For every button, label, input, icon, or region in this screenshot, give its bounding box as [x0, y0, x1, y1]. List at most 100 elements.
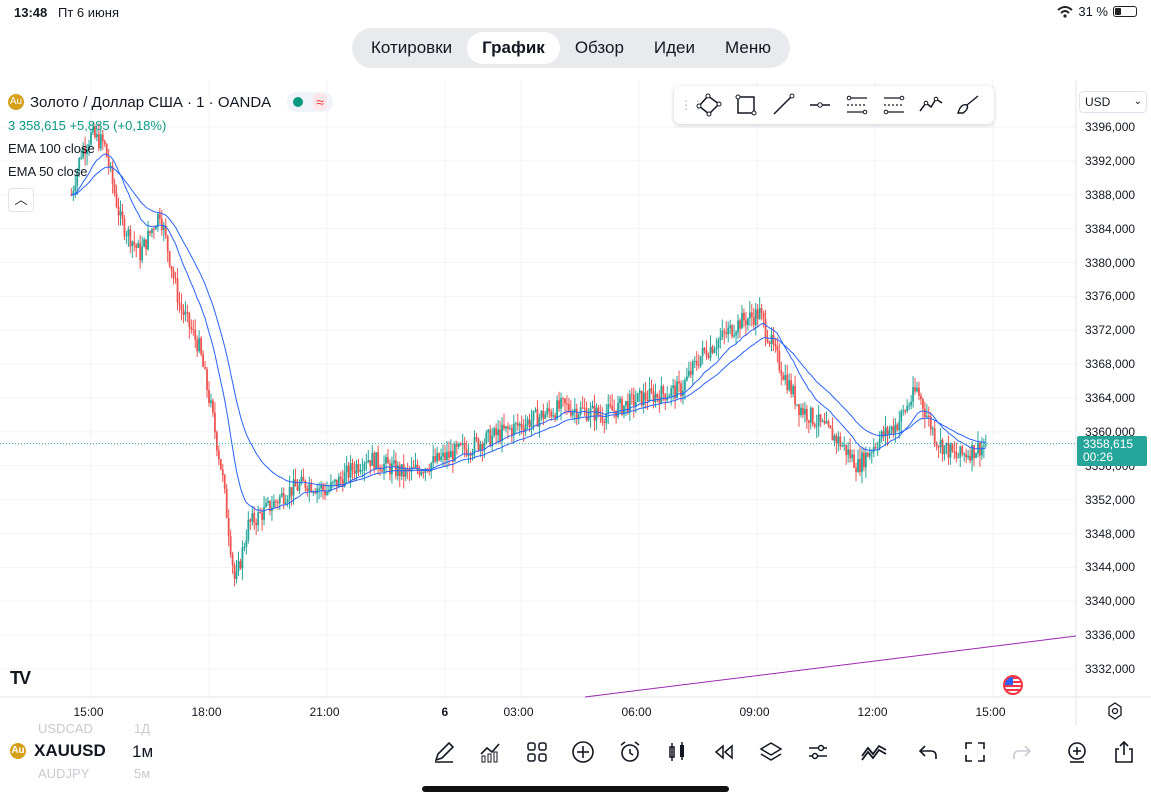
- candle-body: [192, 329, 195, 331]
- pattern-tool-icon[interactable]: [912, 89, 949, 121]
- undo-button[interactable]: [914, 738, 942, 766]
- candle-body: [491, 435, 494, 446]
- price-axis-label: 3384,000: [1085, 221, 1136, 236]
- parallel-channel-icon[interactable]: [838, 89, 875, 121]
- candle-body: [756, 309, 759, 319]
- layouts-button[interactable]: [523, 738, 551, 766]
- candle-body: [263, 506, 265, 520]
- indicators-button[interactable]: [476, 738, 504, 766]
- candle-body: [723, 330, 726, 333]
- add-symbol-list-button[interactable]: [1063, 738, 1091, 766]
- market-status-pill[interactable]: ≈: [287, 92, 333, 112]
- candle-body: [790, 380, 793, 395]
- horizontal-ray-icon[interactable]: [801, 89, 838, 121]
- interval-selector[interactable]: 1м: [132, 742, 154, 761]
- price-axis-label: 3364,000: [1085, 391, 1136, 405]
- candle-body: [76, 171, 79, 186]
- candle-body: [70, 194, 73, 196]
- candle-body: [304, 480, 307, 489]
- candle-body: [514, 423, 517, 425]
- add-symbol-button[interactable]: [569, 738, 597, 766]
- chart-settings-icon[interactable]: [1106, 702, 1124, 720]
- candle-body: [776, 346, 779, 351]
- price-axis-label: 3340,000: [1085, 594, 1136, 609]
- candle-body: [459, 443, 462, 445]
- candle-body: [947, 443, 950, 458]
- candle-body: [164, 225, 167, 236]
- currency-select[interactable]: USD ⌄: [1079, 91, 1147, 113]
- brush-tool-icon[interactable]: [949, 89, 986, 121]
- candle-body: [74, 185, 77, 192]
- candle-body: [448, 451, 450, 458]
- candle-body: [825, 421, 828, 424]
- compare-button[interactable]: [860, 738, 888, 766]
- candle-body: [178, 302, 181, 305]
- alert-button[interactable]: [616, 738, 644, 766]
- chart-type-button[interactable]: [663, 738, 691, 766]
- rectangle-tool-icon[interactable]: [727, 89, 764, 121]
- share-button[interactable]: [1110, 738, 1138, 766]
- candle-body: [414, 464, 417, 468]
- tab-overview[interactable]: Обзор: [574, 38, 624, 57]
- tradingview-logo[interactable]: TV: [10, 668, 31, 688]
- drag-handle-icon[interactable]: ⋮⋮: [680, 98, 704, 112]
- price-axis-label: 3372,000: [1085, 323, 1136, 338]
- candle-body: [953, 451, 956, 453]
- chart-canvas[interactable]: [0, 80, 1151, 725]
- candle-body: [701, 347, 704, 356]
- candle-body: [813, 424, 816, 427]
- candle-body: [642, 392, 645, 406]
- tab-menu[interactable]: Меню: [725, 38, 771, 57]
- candle-body: [943, 445, 946, 455]
- candle-body: [648, 388, 651, 402]
- candle-body: [121, 211, 124, 219]
- tab-ideas[interactable]: Идеи: [653, 38, 696, 57]
- indicator-ema100[interactable]: EMA 100 close: [8, 141, 95, 156]
- candle-body: [678, 381, 680, 384]
- candle-body: [876, 447, 879, 449]
- fullscreen-button[interactable]: [961, 738, 989, 766]
- candle-body: [707, 356, 710, 358]
- path-tool-icon[interactable]: [690, 89, 727, 121]
- tab-chart[interactable]: График: [467, 32, 560, 64]
- symbol-line[interactable]: Au Золото / Доллар США · 1 · OANDA ≈: [8, 92, 333, 112]
- candle-body: [664, 393, 667, 401]
- sliders-icon: [809, 744, 827, 760]
- candle-body: [210, 400, 212, 403]
- candle-body: [255, 523, 258, 526]
- candle-body: [703, 347, 706, 351]
- drawing-tools-button[interactable]: [430, 738, 458, 766]
- candle-body: [800, 407, 802, 416]
- candle-body: [536, 409, 539, 427]
- object-tree-button[interactable]: [757, 738, 785, 766]
- trend-line-icon[interactable]: [764, 89, 801, 121]
- us-flag-icon[interactable]: [1003, 675, 1023, 695]
- candle-body: [349, 463, 352, 478]
- collapse-legend-button[interactable]: ︿: [8, 188, 34, 212]
- candle-body: [261, 512, 263, 520]
- indicator-ema50[interactable]: EMA 50 close: [8, 164, 88, 179]
- settings-sliders-button[interactable]: [804, 738, 832, 766]
- candle-body: [868, 452, 871, 457]
- candle-body: [886, 427, 889, 435]
- candle-body: [404, 469, 407, 477]
- candle-body: [512, 423, 515, 436]
- fib-retracement-icon[interactable]: [875, 89, 912, 121]
- candle-body: [770, 334, 773, 344]
- candle-body: [86, 149, 88, 155]
- redo-button[interactable]: [1008, 738, 1036, 766]
- candle-body: [851, 454, 853, 459]
- home-indicator[interactable]: [422, 786, 729, 792]
- candle-body: [394, 460, 397, 477]
- replay-button[interactable]: [710, 738, 738, 766]
- candle-body: [957, 457, 960, 459]
- candle-body: [666, 397, 669, 401]
- price-chart[interactable]: [0, 80, 1151, 725]
- ema100-line: [71, 166, 986, 487]
- candle-body: [245, 540, 248, 547]
- price-axis-label: 3332,000: [1085, 662, 1136, 676]
- candle-body: [451, 450, 454, 462]
- tab-quotes[interactable]: Котировки: [371, 38, 453, 57]
- symbol-selector[interactable]: Au XAUUSD: [10, 741, 106, 761]
- candle-body: [680, 383, 682, 397]
